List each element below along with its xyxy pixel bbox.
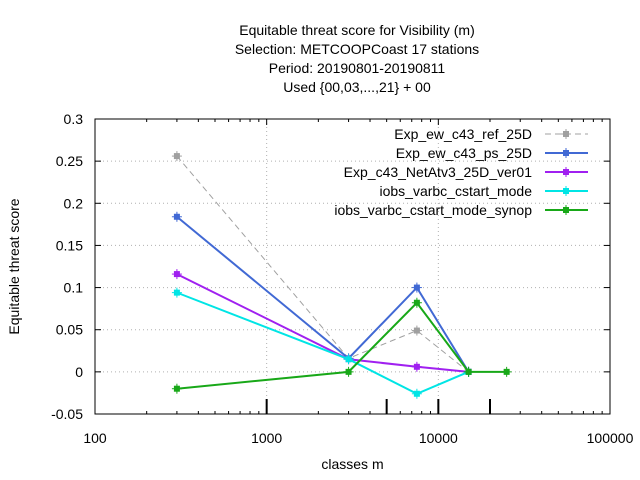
- x-tick-label: 100: [83, 430, 107, 446]
- legend: Exp_ew_c43_ref_25D Exp_ew_c43_ps_25D Exp_c…: [334, 126, 588, 218]
- y-axis-label: Equitable threat score: [6, 198, 22, 334]
- series-4: [171, 297, 512, 394]
- legend-label: Exp_c43_NetAtv3_25D_ver01: [344, 164, 533, 180]
- series-line: [176, 215, 470, 373]
- x-tick-label: 1000: [251, 430, 282, 446]
- legend-label: Exp_ew_c43_ref_25D: [394, 126, 532, 142]
- y-axis: -0.05 0 0.05 0.1 0.15 0.2 0.25 0.3: [51, 111, 610, 422]
- legend-label: iobs_varbc_cstart_mode_synop: [334, 202, 532, 218]
- y-tick-label: 0.15: [56, 237, 83, 253]
- x-axis-label: classes m: [321, 456, 383, 472]
- y-tick-label: 0.25: [56, 153, 83, 169]
- legend-label: iobs_varbc_cstart_mode: [379, 183, 532, 199]
- y-tick-label: 0.3: [64, 111, 84, 127]
- title-line: Selection: METCOOPCoast 17 stations: [235, 41, 479, 57]
- title-line: Used {00,03,...,21} + 00: [283, 79, 431, 95]
- series-2: [171, 269, 474, 377]
- y-tick-label: 0.1: [64, 280, 84, 296]
- series-line: [176, 291, 469, 395]
- series-group: [171, 151, 512, 399]
- class-marks: [265, 399, 492, 414]
- y-tick-label: -0.05: [51, 406, 83, 422]
- title-line: Period: 20190801-20190811: [269, 60, 446, 76]
- series-line: [176, 273, 469, 373]
- y-tick-label: 0: [75, 364, 83, 380]
- x-axis: 100 1000 10000 100000: [83, 119, 634, 446]
- title-line: Equitable threat score for Visibility (m…: [239, 22, 475, 38]
- y-tick-label: 0.05: [56, 322, 83, 338]
- chart-title: Equitable threat score for Visibility (m…: [235, 22, 479, 95]
- x-tick-label: 10000: [419, 430, 458, 446]
- y-tick-label: 0.2: [64, 195, 84, 211]
- x-tick-label: 100000: [587, 430, 634, 446]
- plot-frame: [94, 118, 611, 415]
- series-line: [176, 155, 469, 373]
- legend-label: Exp_ew_c43_ps_25D: [396, 145, 532, 161]
